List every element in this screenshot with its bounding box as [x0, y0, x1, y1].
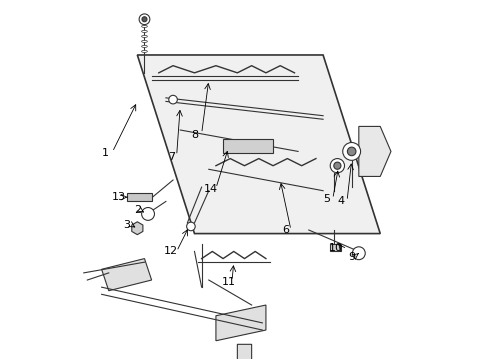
Text: 9: 9 [347, 252, 354, 262]
Polygon shape [131, 222, 142, 235]
Circle shape [142, 207, 154, 220]
FancyBboxPatch shape [126, 193, 151, 202]
Polygon shape [237, 344, 251, 360]
Circle shape [139, 14, 149, 24]
Text: 3: 3 [123, 220, 130, 230]
Circle shape [342, 143, 360, 160]
Circle shape [168, 95, 177, 104]
Ellipse shape [142, 45, 147, 48]
Text: 10: 10 [328, 243, 342, 253]
FancyBboxPatch shape [329, 244, 340, 251]
Text: 1: 1 [102, 148, 108, 158]
Ellipse shape [142, 30, 147, 32]
Ellipse shape [142, 25, 147, 27]
Ellipse shape [142, 50, 147, 53]
Text: 12: 12 [164, 247, 178, 256]
Circle shape [352, 247, 365, 260]
Text: 5: 5 [323, 194, 329, 204]
Polygon shape [216, 305, 265, 341]
Ellipse shape [142, 40, 147, 42]
Polygon shape [102, 258, 151, 291]
Text: 6: 6 [282, 225, 288, 235]
Polygon shape [137, 55, 380, 234]
Text: 13: 13 [112, 192, 125, 202]
Text: 7: 7 [167, 152, 175, 162]
FancyBboxPatch shape [223, 139, 272, 153]
Text: 8: 8 [190, 130, 198, 140]
Text: 11: 11 [221, 277, 235, 287]
Circle shape [186, 222, 195, 231]
Circle shape [346, 147, 355, 156]
Text: 4: 4 [337, 197, 344, 206]
Circle shape [142, 17, 147, 22]
Circle shape [329, 158, 344, 173]
Ellipse shape [142, 35, 147, 37]
Text: 14: 14 [203, 184, 217, 194]
Circle shape [333, 162, 340, 169]
Polygon shape [358, 126, 390, 176]
Text: 2: 2 [134, 205, 141, 215]
